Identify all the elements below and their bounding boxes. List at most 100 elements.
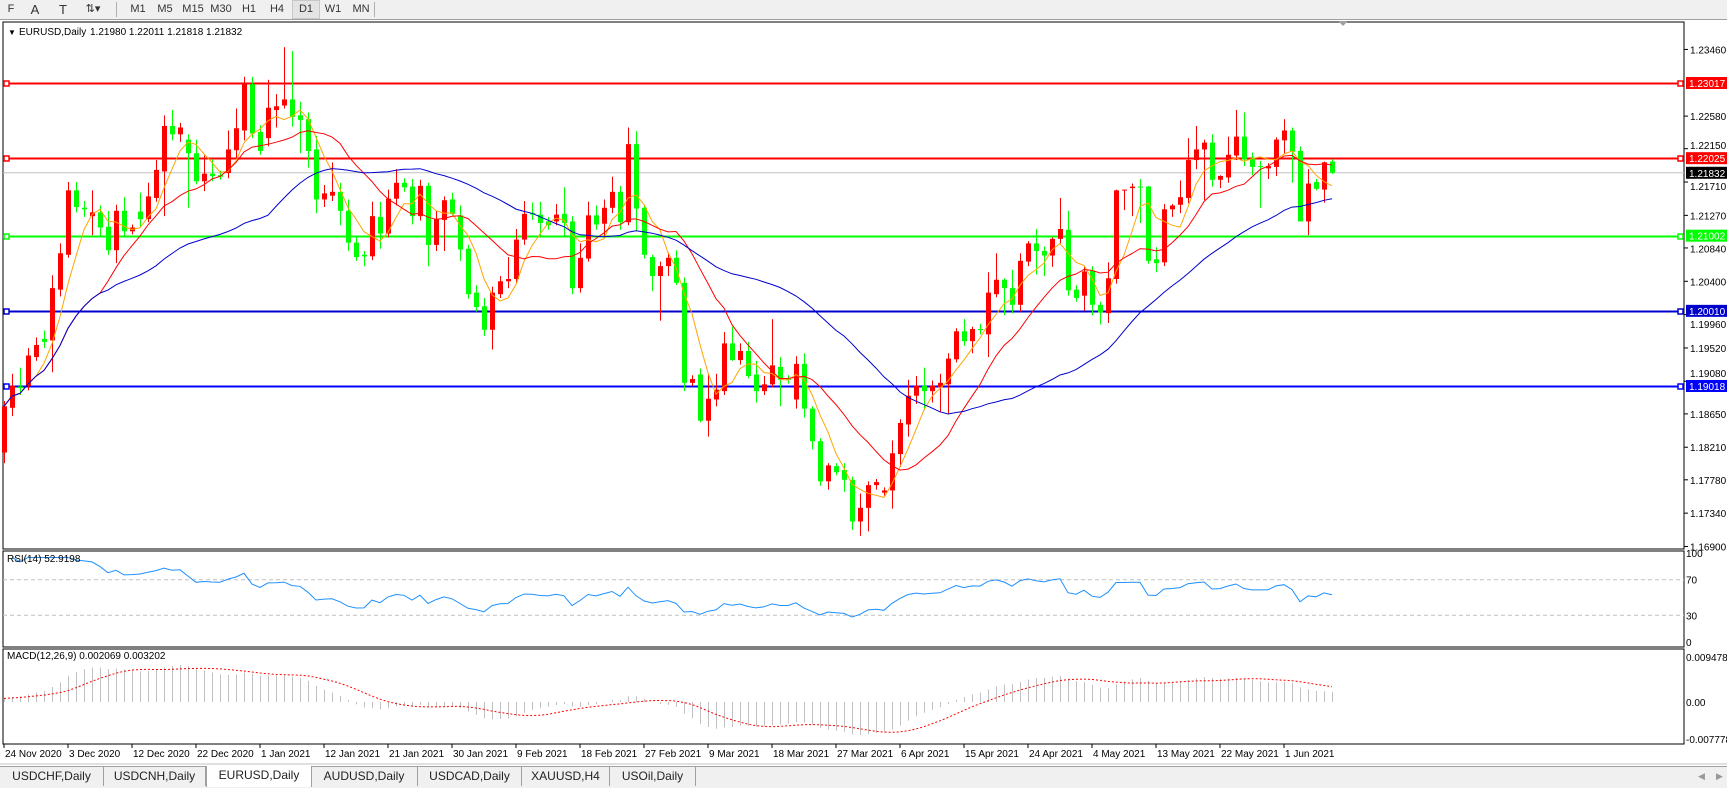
chart-tab-usdcnh-daily[interactable]: USDCNH,Daily bbox=[104, 767, 206, 786]
bearish-candle bbox=[186, 134, 191, 208]
fibo-fan-tool-button[interactable]: F bbox=[2, 1, 20, 18]
toolbar-separator bbox=[374, 2, 375, 17]
bullish-candle bbox=[50, 275, 55, 373]
level-line-handle-left[interactable] bbox=[3, 155, 10, 162]
bearish-candle bbox=[922, 367, 927, 411]
timeframe-m15-button[interactable]: M15 bbox=[182, 3, 204, 15]
timeframe-m30-button[interactable]: M30 bbox=[210, 3, 232, 15]
level-line-handle-right[interactable] bbox=[1677, 308, 1684, 315]
chart-tab-usdcad-daily[interactable]: USDCAD,Daily bbox=[418, 767, 522, 786]
bullish-candle bbox=[1082, 266, 1087, 311]
scroll-left-arrow-icon[interactable]: ◀ bbox=[1698, 771, 1705, 781]
timeframe-mn-button[interactable]: MN bbox=[352, 3, 370, 15]
candle-body bbox=[194, 153, 199, 182]
timeframe-d1-button[interactable]: D1 bbox=[292, 0, 320, 19]
candle-body bbox=[50, 288, 55, 341]
candle-body bbox=[1178, 197, 1183, 205]
candle-body bbox=[1074, 289, 1079, 298]
candle-body bbox=[1034, 243, 1039, 251]
level-price-tag: 1.19018 bbox=[1689, 382, 1726, 393]
candle-body bbox=[1266, 166, 1271, 169]
candle-body bbox=[770, 365, 775, 385]
level-line-handle-left[interactable] bbox=[3, 80, 10, 87]
candle-body bbox=[594, 215, 599, 225]
price-tick-label: 1.22580 bbox=[1690, 112, 1727, 123]
date-tick-label: 1 Jan 2021 bbox=[261, 749, 311, 760]
bullish-candle bbox=[1226, 136, 1231, 183]
bearish-candle bbox=[1034, 229, 1039, 275]
candle-body bbox=[66, 190, 71, 255]
chart-tab-xauusd-h4[interactable]: XAUUSD,H4 bbox=[522, 767, 610, 786]
date-tick-label: 27 Feb 2021 bbox=[645, 749, 702, 760]
date-tick-label: 24 Nov 2020 bbox=[5, 749, 62, 760]
price-tick-label: 1.19520 bbox=[1690, 344, 1727, 355]
level-price-tag-bg bbox=[1686, 229, 1727, 242]
rsi-label: RSI(14) 52.9198 bbox=[7, 554, 81, 565]
bearish-candle bbox=[290, 50, 295, 127]
bullish-candle bbox=[514, 229, 519, 284]
level-line-handle-right[interactable] bbox=[1677, 233, 1684, 240]
chart-tab-eurusd-daily[interactable]: EURUSD,Daily bbox=[206, 766, 312, 787]
candle-body bbox=[658, 266, 663, 276]
candle-body bbox=[370, 216, 375, 257]
candle-body bbox=[1050, 238, 1055, 256]
level-line-handle-left[interactable] bbox=[3, 308, 10, 315]
level-line-handle-right[interactable] bbox=[1677, 80, 1684, 87]
bearish-candle bbox=[82, 200, 87, 217]
candle-body bbox=[562, 213, 567, 223]
date-tick-label: 12 Dec 2020 bbox=[133, 749, 190, 760]
bearish-candle bbox=[1010, 269, 1015, 314]
bullish-candle bbox=[1026, 241, 1031, 267]
candle-body bbox=[474, 292, 479, 308]
candle-body bbox=[98, 212, 103, 228]
chart-tab-audusd-daily[interactable]: AUDUSD,Daily bbox=[311, 767, 418, 786]
level-line-handle-right[interactable] bbox=[1677, 155, 1684, 162]
level-line-handle-left[interactable] bbox=[3, 383, 10, 390]
level-line-handle-left[interactable] bbox=[3, 233, 10, 240]
candle-body bbox=[282, 99, 287, 106]
candle-body bbox=[1290, 130, 1295, 152]
candle-body bbox=[186, 139, 191, 154]
timeframe-w1-button[interactable]: W1 bbox=[324, 3, 342, 15]
bullish-candle bbox=[874, 479, 879, 490]
candle-body bbox=[794, 363, 799, 400]
text-tool-button[interactable]: A bbox=[26, 1, 44, 18]
candle-body bbox=[650, 257, 655, 276]
timeframe-m1-button[interactable]: M1 bbox=[130, 3, 146, 15]
date-tick-label: 15 Apr 2021 bbox=[965, 749, 1019, 760]
chart-shift-marker[interactable] bbox=[1338, 21, 1348, 26]
candle-body bbox=[586, 215, 591, 259]
candle-body bbox=[1298, 150, 1303, 222]
arrows-tool-dropdown[interactable]: ⇅▾ bbox=[80, 1, 106, 18]
candle-body bbox=[666, 257, 671, 267]
timeframe-m5-button[interactable]: M5 bbox=[157, 3, 173, 15]
candle-body bbox=[1002, 279, 1007, 289]
bearish-candle bbox=[42, 330, 47, 348]
timeframe-h4-button[interactable]: H4 bbox=[269, 3, 285, 15]
candle-body bbox=[1162, 209, 1167, 263]
candle-body bbox=[642, 207, 647, 255]
candle-body bbox=[234, 128, 239, 151]
bearish-candle bbox=[634, 131, 639, 232]
candle-body bbox=[602, 207, 607, 224]
scroll-right-arrow-icon[interactable]: ▶ bbox=[1716, 771, 1723, 781]
bullish-candle bbox=[2, 401, 7, 464]
bullish-candle bbox=[1234, 110, 1239, 161]
candle-body bbox=[938, 382, 943, 388]
chart-tab-usoil-daily[interactable]: USOil,Daily bbox=[610, 767, 696, 786]
text-label-tool-button[interactable]: T bbox=[54, 1, 72, 18]
level-line-handle-right[interactable] bbox=[1677, 383, 1684, 390]
chart-tab-usdchf-daily[interactable]: USDCHF,Daily bbox=[0, 767, 104, 786]
bullish-candle bbox=[866, 481, 871, 532]
chart-title-arrow-icon[interactable]: ▼ bbox=[8, 28, 16, 37]
candle-body bbox=[802, 363, 807, 409]
date-tick-label: 27 Mar 2021 bbox=[837, 749, 894, 760]
bullish-candle bbox=[986, 272, 991, 358]
timeframe-h1-button[interactable]: H1 bbox=[241, 3, 257, 15]
bullish-candle bbox=[1114, 189, 1119, 284]
arrows-icon: ⇅▾ bbox=[85, 3, 101, 15]
date-tick-label: 13 May 2021 bbox=[1157, 749, 1215, 760]
candle-body bbox=[1170, 205, 1175, 210]
candle-body bbox=[314, 149, 319, 200]
